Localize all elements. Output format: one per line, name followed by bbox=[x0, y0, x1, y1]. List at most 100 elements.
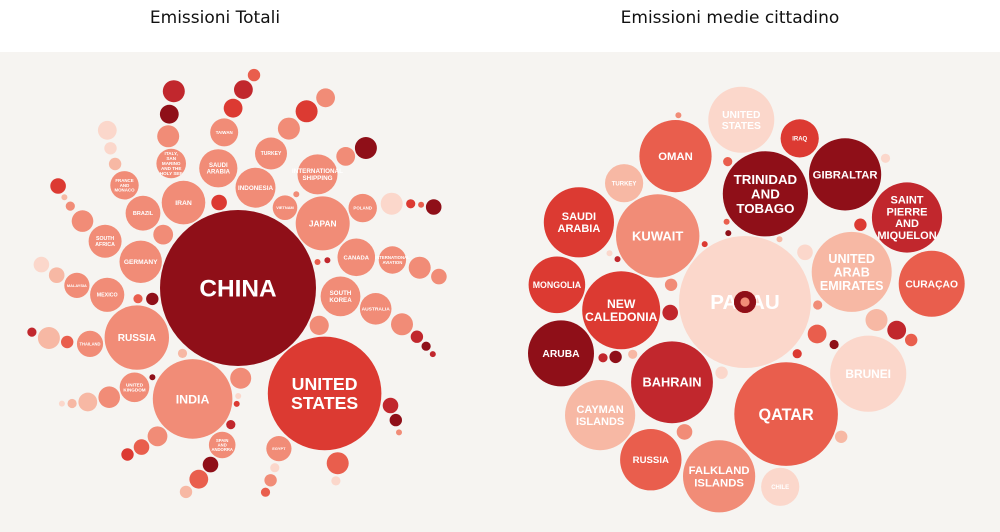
total-bubble-iran bbox=[161, 180, 206, 225]
per-capita-label-qatar: QATAR bbox=[759, 406, 814, 424]
chart-panel: CHINA UNITED STATES INDIA RUSSIA JAPAN IRAN GER… bbox=[0, 52, 1000, 532]
per-capita-filler-dot bbox=[740, 297, 750, 307]
total-filler-dot bbox=[410, 330, 424, 343]
per-capita-filler-dot bbox=[854, 218, 867, 231]
total-filler-dot bbox=[429, 351, 436, 358]
per-capita-filler-dot bbox=[723, 157, 733, 167]
total-filler-dot bbox=[389, 413, 402, 427]
per-capita-bubble-kuwait bbox=[616, 194, 700, 278]
total-label-taiwan: TAIWAN bbox=[216, 130, 233, 135]
total-filler-dot bbox=[316, 88, 335, 108]
total-filler-dot bbox=[270, 463, 280, 473]
total-filler-dot bbox=[421, 341, 431, 351]
per-capita-bubbles: PALAUQATARTRINIDADANDTOBAGOKUWAITBAHRAIN… bbox=[528, 86, 965, 513]
total-bubble-france-and-monaco bbox=[110, 171, 139, 200]
total-bubble-united-arab-emirates bbox=[277, 117, 300, 140]
total-bubble-iraq bbox=[157, 125, 180, 148]
total-label-egypt: EGYPT bbox=[272, 446, 286, 451]
chart-title-total-emissions: Emissioni Totali bbox=[149, 8, 281, 28]
total-bubble-algeria bbox=[153, 224, 174, 245]
per-capita-label-aruba: ARUBA bbox=[542, 349, 580, 360]
total-filler-dot bbox=[189, 469, 209, 489]
total-bubble-international-aviation bbox=[378, 246, 407, 274]
total-bubble-italy-san-marino-and-the-holy-see bbox=[156, 148, 186, 179]
total-label-international-shipping: INTERNATIONAL SHIPPING bbox=[292, 168, 343, 182]
per-capita-bubble-turkey bbox=[605, 164, 644, 203]
total-bubble-japan bbox=[295, 196, 350, 251]
total-filler-dot bbox=[211, 194, 227, 211]
per-capita-filler-dot bbox=[807, 324, 827, 344]
total-filler-dot bbox=[234, 80, 253, 99]
per-capita-filler-dot bbox=[614, 256, 621, 263]
per-capita-label-bahrain: BAHRAIN bbox=[642, 375, 701, 390]
per-capita-label-kuwait: KUWAIT bbox=[632, 229, 683, 244]
bubble-charts: CHINA UNITED STATES INDIA RUSSIA JAPAN IRAN GER… bbox=[27, 68, 965, 513]
total-filler-dot bbox=[380, 192, 403, 215]
total-label-saudi-arabia: SAUDI ARABIA bbox=[207, 163, 231, 176]
total-bubble-spain-and-andorra bbox=[208, 431, 236, 459]
total-bubble-india bbox=[152, 359, 233, 439]
total-filler-dot bbox=[61, 194, 68, 201]
total-label-poland: POLAND bbox=[353, 206, 372, 211]
total-filler-dot bbox=[133, 294, 143, 304]
total-filler-dot bbox=[408, 256, 431, 279]
total-bubble-russia bbox=[104, 305, 169, 370]
total-label-japan: JAPAN bbox=[309, 218, 337, 228]
total-label-vietnam: VIETNAM bbox=[276, 205, 294, 210]
total-bubble-turkey bbox=[255, 137, 287, 170]
total-bubble-poland bbox=[348, 193, 377, 223]
total-bubble-pakistan bbox=[391, 313, 413, 336]
per-capita-filler-dot bbox=[675, 112, 682, 119]
total-filler-dot bbox=[104, 142, 117, 155]
per-capita-filler-dot bbox=[701, 241, 708, 248]
total-bubble-united-kingdom bbox=[119, 372, 150, 403]
total-filler-dot bbox=[264, 474, 277, 487]
total-filler-dot bbox=[67, 398, 77, 409]
total-label-germany: GERMANY bbox=[124, 259, 158, 266]
per-capita-filler-dot bbox=[797, 244, 813, 261]
per-capita-label-brunei: BRUNEI bbox=[845, 367, 891, 381]
per-capita-bubble-russia bbox=[620, 429, 682, 491]
per-capita-filler-dot bbox=[813, 300, 823, 310]
total-label-india: INDIA bbox=[176, 392, 210, 406]
total-label-united-kingdom: UNITED KINGDOM bbox=[123, 383, 145, 393]
total-filler-dot bbox=[223, 98, 243, 118]
total-filler-dot bbox=[324, 257, 331, 264]
per-capita-bubble-cura-ao bbox=[898, 250, 965, 317]
total-filler-dot bbox=[97, 120, 117, 140]
total-filler-dot bbox=[48, 267, 65, 283]
per-capita-label-united-states: UNITED STATES bbox=[722, 110, 761, 132]
per-capita-label-turkey: TURKEY bbox=[612, 181, 637, 187]
total-filler-dot bbox=[78, 392, 98, 412]
per-capita-label-chile: CHILE bbox=[771, 485, 789, 491]
per-capita-label-falkland-islands: FALKLAND ISLANDS bbox=[689, 465, 750, 489]
total-bubble-south-africa bbox=[88, 224, 122, 258]
total-label-france-and-monaco: FRANCE AND MONACO bbox=[114, 178, 135, 193]
total-label-turkey: TURKEY bbox=[261, 151, 282, 157]
total-label-brazil: BRAZIL bbox=[133, 211, 154, 217]
total-filler-dot bbox=[58, 400, 65, 407]
total-filler-dot bbox=[336, 147, 356, 166]
per-capita-filler-dot bbox=[835, 430, 848, 443]
per-capita-label-new-caledonia: NEW CALEDONIA bbox=[585, 297, 658, 324]
per-capita-label-saudi-arabia: SAUDI ARABIA bbox=[558, 211, 601, 235]
total-bubble-netherlands bbox=[147, 426, 168, 447]
per-capita-label-saint-pierre-and-miquelon: SAINT PIERRE AND MIQUELON bbox=[877, 195, 936, 243]
total-bubble-egypt bbox=[266, 436, 292, 462]
per-capita-bubble-aruba bbox=[528, 320, 594, 387]
total-bubble-brazil bbox=[125, 195, 161, 231]
per-capita-filler-dot bbox=[865, 309, 888, 331]
per-capita-bubble-united-states bbox=[708, 86, 775, 153]
per-capita-filler-dot bbox=[598, 353, 608, 363]
total-filler-dot bbox=[149, 374, 156, 381]
total-filler-dot bbox=[50, 178, 66, 194]
per-capita-filler-dot bbox=[792, 349, 802, 359]
per-capita-bubble-trinidad-and-tobago bbox=[722, 151, 809, 237]
per-capita-bubble-oman bbox=[639, 120, 712, 193]
total-label-china: CHINA bbox=[199, 276, 276, 303]
total-filler-dot bbox=[233, 400, 240, 407]
total-bubble-taiwan bbox=[210, 118, 239, 147]
total-filler-dot bbox=[133, 439, 150, 455]
total-bubble-philippines bbox=[309, 315, 329, 335]
per-capita-bubble-gibraltar bbox=[809, 138, 882, 211]
